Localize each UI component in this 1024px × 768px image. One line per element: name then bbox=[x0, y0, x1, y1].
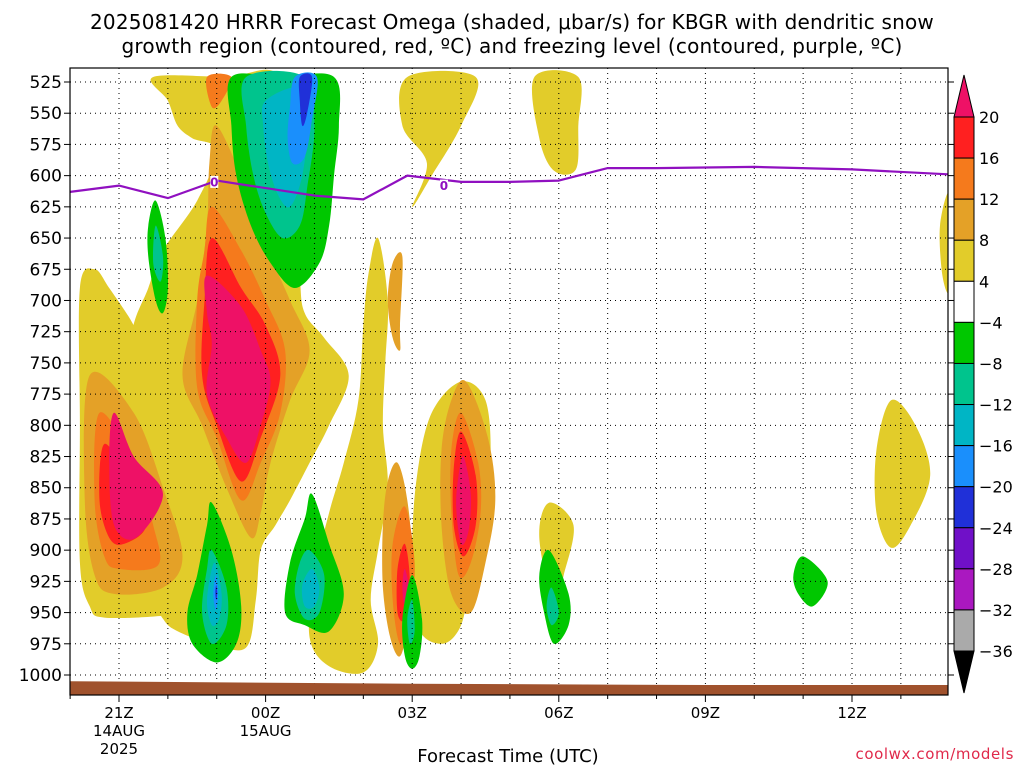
omega-region-38 bbox=[407, 599, 415, 645]
colorbar-segment bbox=[953, 609, 975, 652]
colorbar-segment bbox=[953, 280, 975, 323]
credit-text: coolwx.com/models bbox=[855, 745, 1014, 763]
colorbar-label: −20 bbox=[979, 478, 1013, 497]
colorbar-label: −12 bbox=[979, 396, 1013, 415]
colorbar-label: 16 bbox=[979, 149, 999, 168]
omega-region-7 bbox=[874, 399, 931, 548]
colorbar-segment bbox=[953, 445, 975, 488]
y-tick-label: 525 bbox=[30, 73, 62, 93]
plot-frame bbox=[69, 67, 949, 696]
colorbar-label: −28 bbox=[979, 560, 1013, 579]
omega-region-35 bbox=[152, 225, 164, 282]
x-tick-label: 03Z bbox=[398, 704, 427, 722]
pressure-axis: 525 550 575 600 625 650 675 700 725 750 775 800 825 8… bbox=[19, 73, 954, 686]
x-axis-label: Forecast Time (UTC) bbox=[417, 746, 599, 767]
colorbar-segment bbox=[953, 321, 975, 364]
y-tick-label: 950 bbox=[30, 604, 62, 624]
y-tick-label: 600 bbox=[30, 167, 62, 187]
x-tick-sublabel: 2025 bbox=[100, 740, 138, 758]
colorbar-segment bbox=[953, 157, 975, 200]
colorbar-label: −32 bbox=[979, 601, 1013, 620]
freezing-level-label: 0 bbox=[440, 179, 448, 193]
omega-region-5 bbox=[531, 70, 582, 175]
y-tick-label: 675 bbox=[30, 260, 62, 280]
y-tick-label: 925 bbox=[30, 572, 62, 592]
ground-surface bbox=[70, 681, 948, 695]
x-tick-label: 21Z bbox=[104, 704, 133, 722]
colorbar-label: 12 bbox=[979, 190, 999, 209]
colorbar-label: −16 bbox=[979, 437, 1013, 456]
colorbar-segment bbox=[953, 486, 975, 529]
freezing-level-label: 0 bbox=[210, 175, 218, 189]
colorbar: 20 16 12 8 4 −4 −8 −12 −16 −20 −24 −28 −32 −36 bbox=[953, 74, 1013, 694]
colorbar-segment bbox=[953, 527, 975, 570]
y-tick-label: 1000 bbox=[19, 666, 62, 686]
x-tick-sublabel: 14AUG bbox=[93, 722, 145, 740]
colorbar-label: 8 bbox=[979, 231, 989, 250]
omega-region-11 bbox=[387, 252, 403, 351]
colorbar-segment bbox=[953, 404, 975, 447]
y-tick-label: 775 bbox=[30, 385, 62, 405]
omega-region-42 bbox=[301, 568, 320, 609]
freezing-level-line bbox=[70, 165, 948, 201]
chart-title-line-2: growth region (contoured, red, ºC) and f… bbox=[121, 34, 903, 58]
colorbar-label: −36 bbox=[979, 642, 1013, 661]
colorbar-bottom-arrow bbox=[953, 650, 975, 694]
ground-fill bbox=[70, 681, 948, 695]
x-tick-label: 12Z bbox=[837, 704, 866, 722]
y-tick-label: 700 bbox=[30, 291, 62, 311]
colorbar-segment bbox=[953, 362, 975, 406]
colorbar-label: 4 bbox=[979, 272, 989, 291]
y-tick-label: 575 bbox=[30, 135, 62, 155]
y-tick-label: 550 bbox=[30, 104, 62, 124]
omega-region-45 bbox=[298, 73, 313, 127]
y-tick-label: 900 bbox=[30, 541, 62, 561]
colorbar-segment bbox=[953, 116, 975, 159]
omega-region-39 bbox=[546, 587, 559, 626]
x-tick-sublabel: 15AUG bbox=[240, 722, 292, 740]
freezing-level-label-bg bbox=[439, 179, 448, 192]
y-tick-label: 725 bbox=[30, 323, 62, 343]
y-tick-label: 650 bbox=[30, 229, 62, 249]
colorbar-top-arrow bbox=[953, 74, 975, 118]
omega-region-26 bbox=[456, 456, 472, 546]
colorbar-label: −4 bbox=[979, 313, 1003, 332]
omega-region-4 bbox=[399, 70, 479, 207]
y-tick-label: 800 bbox=[30, 416, 62, 436]
y-tick-label: 750 bbox=[30, 354, 62, 374]
colorbar-segment bbox=[953, 239, 975, 282]
x-tick-label: 09Z bbox=[691, 704, 720, 722]
x-tick-label: 00Z bbox=[251, 704, 280, 722]
omega-region-24 bbox=[204, 275, 271, 463]
colorbar-label: −8 bbox=[979, 354, 1003, 373]
chart-title-line-1: 2025081420 HRRR Forecast Omega (shaded, … bbox=[90, 10, 934, 34]
y-tick-label: 625 bbox=[30, 198, 62, 218]
y-tick-label: 825 bbox=[30, 448, 62, 468]
colorbar-label: −24 bbox=[979, 519, 1013, 538]
x-tick-label: 06Z bbox=[544, 704, 573, 722]
y-tick-label: 875 bbox=[30, 510, 62, 530]
colorbar-label: 20 bbox=[979, 108, 999, 127]
y-tick-label: 850 bbox=[30, 479, 62, 499]
colorbar-segment bbox=[953, 198, 975, 241]
colorbar-segment bbox=[953, 568, 975, 611]
y-tick-label: 975 bbox=[30, 635, 62, 655]
omega-region-8 bbox=[939, 192, 948, 294]
omega-region-23 bbox=[109, 412, 164, 540]
freezing-level-label-bg bbox=[210, 175, 219, 188]
